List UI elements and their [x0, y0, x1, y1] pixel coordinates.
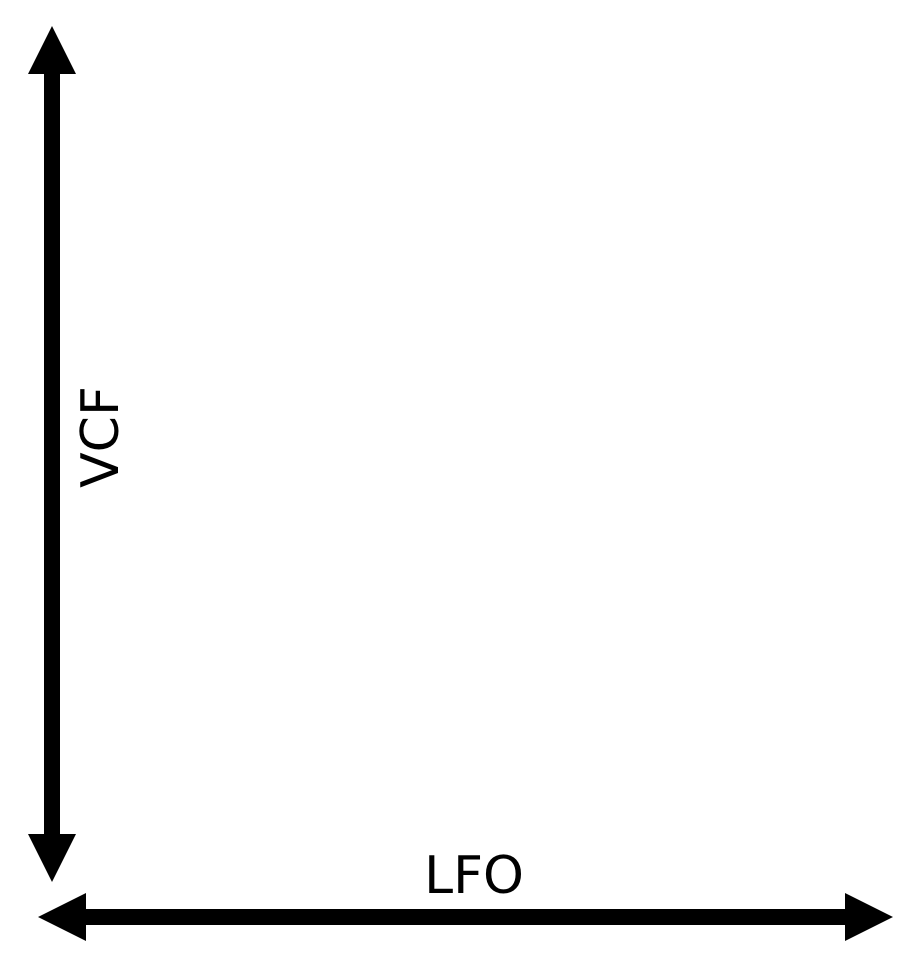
right-arrowhead-icon — [845, 893, 893, 941]
horizontal-axis-shaft — [84, 909, 848, 925]
vertical-axis-arrow — [28, 26, 76, 882]
left-arrowhead-icon — [38, 893, 86, 941]
down-arrowhead-icon — [28, 834, 76, 882]
horizontal-axis-arrow — [38, 893, 893, 941]
horizontal-axis-label: LFO — [424, 846, 524, 906]
vertical-axis-label: VCF — [71, 386, 131, 488]
up-arrowhead-icon — [28, 26, 76, 74]
vertical-axis-shaft — [44, 72, 60, 836]
